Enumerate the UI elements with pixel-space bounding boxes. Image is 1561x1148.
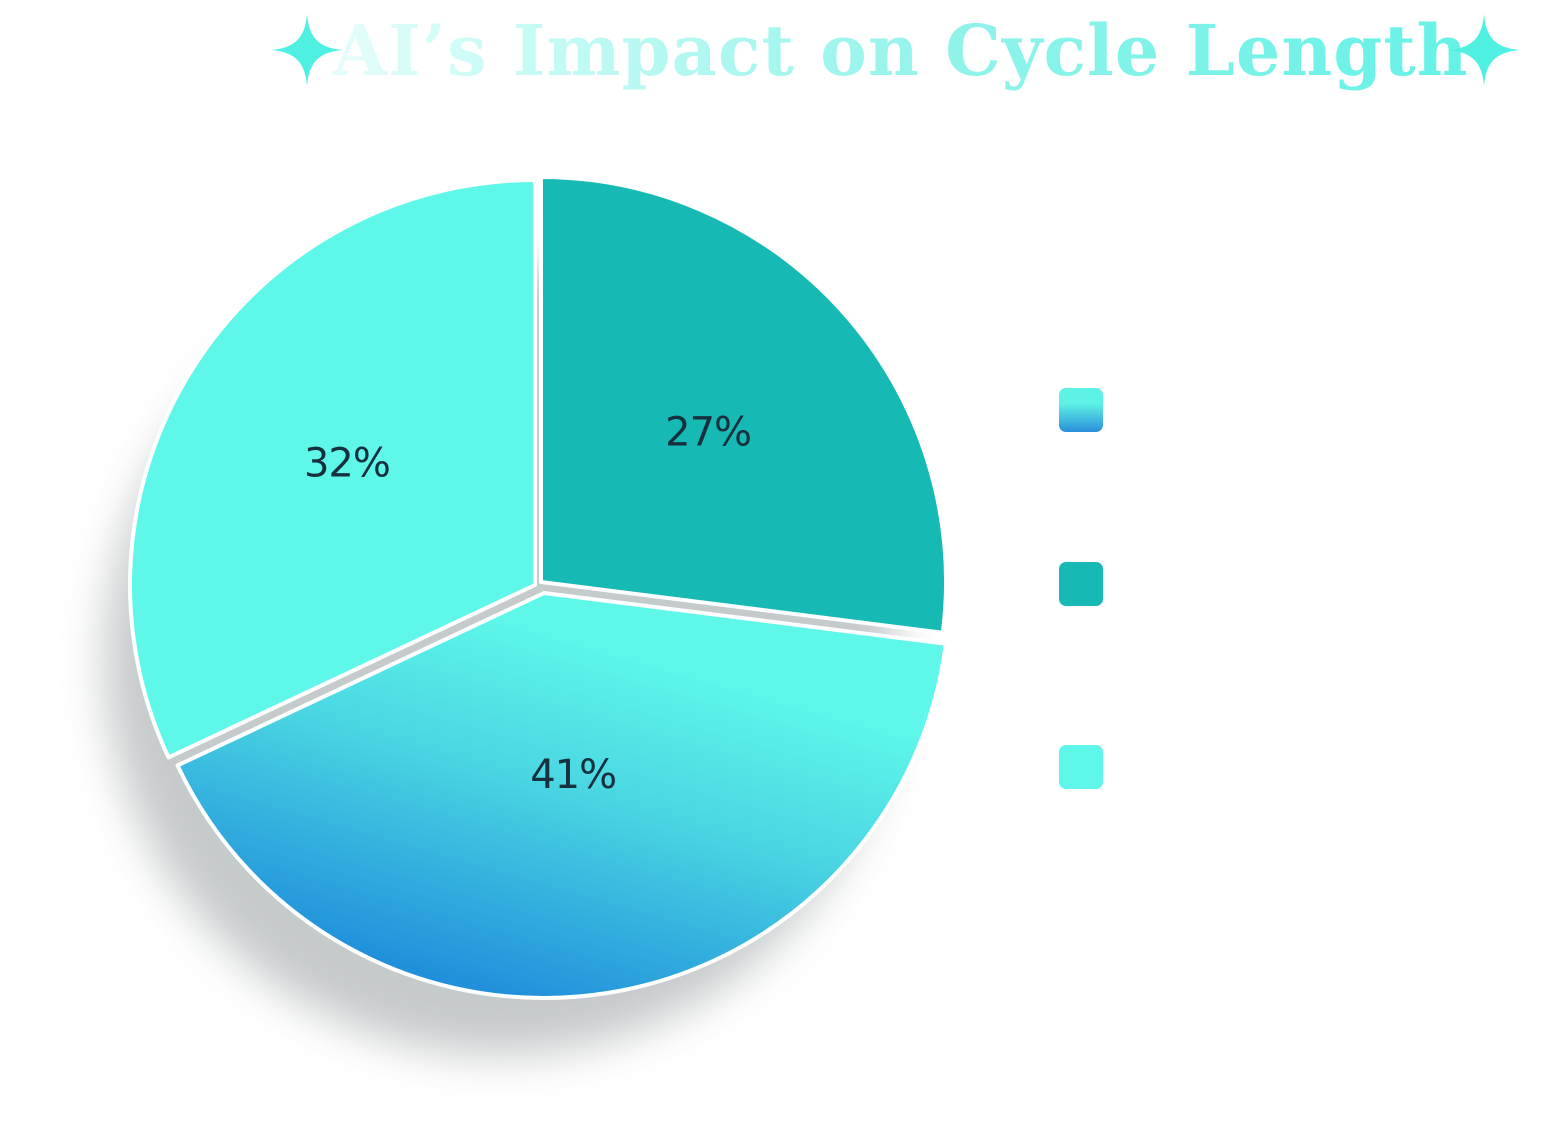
pie-slices <box>128 175 948 1000</box>
pie-slice-2 <box>175 591 948 1000</box>
legend-swatch-2 <box>1059 562 1103 606</box>
sparkle-left-icon <box>271 14 343 86</box>
legend-swatch-1 <box>1059 388 1103 432</box>
pie-label-3: 32% <box>304 441 390 487</box>
pie-label-2: 41% <box>530 752 616 798</box>
legend-swatch-3 <box>1059 745 1103 789</box>
pie-labels: 27% 41% 32% <box>304 410 752 798</box>
sparkle-right-icon <box>1448 14 1520 86</box>
pie-slice-1 <box>539 175 948 635</box>
pie-slice-3 <box>128 178 537 760</box>
pie-label-1: 27% <box>665 410 751 456</box>
chart-title: AI’s Impact on Cycle Length <box>0 6 1561 96</box>
